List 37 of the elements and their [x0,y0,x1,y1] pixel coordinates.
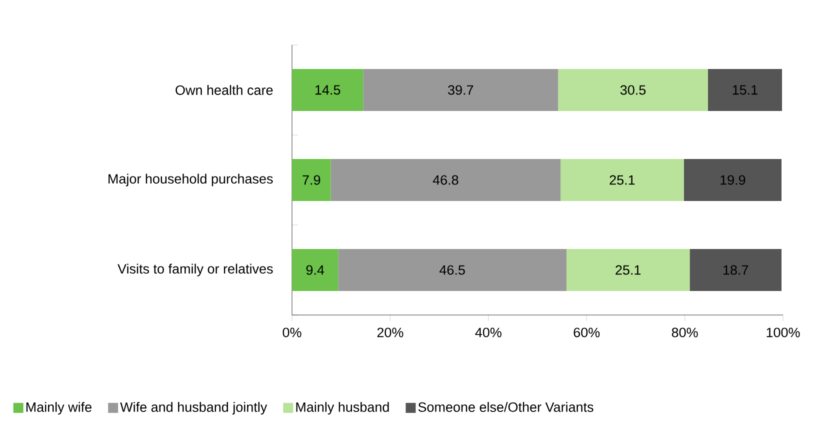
y-tick-label: Major household purchases [108,174,273,186]
data-label: 46.8 [432,175,458,185]
data-label: 30.5 [620,85,646,95]
legend-label: Mainly husband [296,402,389,415]
data-label: 9.4 [306,265,324,275]
x-tick-label: 60% [574,328,600,338]
bar [558,69,708,112]
legend-label: Mainly wife [26,402,92,415]
x-tick-label: 20% [377,328,404,338]
data-label: 46.5 [439,265,465,275]
bar [292,69,364,112]
bar [684,159,782,202]
bar [363,69,558,112]
data-label: 39.7 [448,85,474,95]
data-label: 19.9 [720,175,746,185]
x-tick-label: 40% [475,328,502,338]
data-label: 15.1 [732,85,758,95]
bar [292,159,331,202]
data-label: 18.7 [724,265,748,275]
x-tick-label: 100% [766,328,800,338]
y-tick-label: Visits to family or relatives [118,264,273,276]
bar [566,249,690,292]
legend-label: Wife and husband jointly [120,402,268,415]
x-tick-label: 0% [282,328,302,338]
bar [338,249,566,292]
bar [292,249,338,292]
data-label: 25.1 [616,265,641,275]
bar [330,159,561,202]
legend-label: Someone else/Other Variants [418,402,594,412]
y-tick-label: Own health care [176,85,273,95]
data-label: 25.1 [610,175,635,185]
data-label: 7.9 [302,175,320,185]
data-label: 14.5 [315,85,340,95]
bar [708,69,782,112]
bar [690,249,782,292]
bar [560,159,684,202]
x-tick-label: 80% [672,328,698,338]
